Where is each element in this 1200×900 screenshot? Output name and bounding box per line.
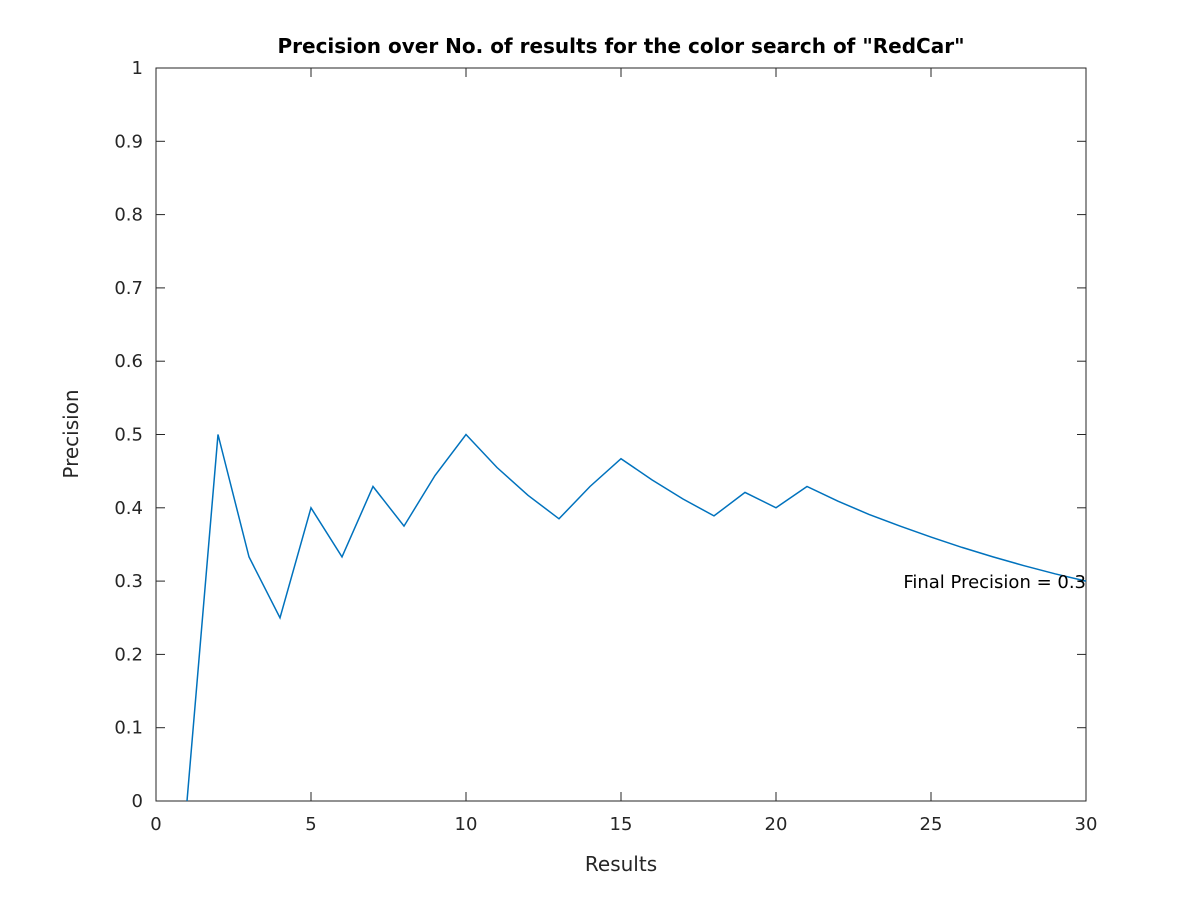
y-tick-label: 0.4: [114, 498, 143, 519]
x-axis-label: Results: [585, 852, 657, 876]
series-line: [186, 433, 1087, 802]
y-tick-label: 0.6: [114, 351, 143, 372]
y-tick-label: 0.8: [114, 205, 143, 226]
x-tick-label: 30: [1075, 814, 1098, 835]
y-tick-label: 0.7: [114, 278, 143, 299]
final-precision-annotation: Final Precision = 0.3: [903, 572, 1086, 593]
y-tick-label: 0.1: [114, 718, 143, 739]
plot-area: [155, 67, 1087, 802]
chart-title: Precision over No. of results for the co…: [277, 34, 964, 58]
x-tick-label: 10: [455, 814, 478, 835]
chart-annotations: Final Precision = 0.3: [903, 572, 1086, 593]
axis-ticks: [155, 67, 1087, 802]
y-tick-label: 1: [132, 58, 143, 79]
axis-tick-labels: 0 5 10 15 20 25 30 0 0.1 0.2 0.3 0.4 0.5 0.6 0.7 0.8 0.9…: [114, 58, 1097, 835]
y-axis-label: Precision: [59, 389, 83, 478]
x-tick-label: 25: [920, 814, 943, 835]
y-tick-label: 0.3: [114, 571, 143, 592]
x-tick-label: 5: [305, 814, 316, 835]
y-tick-label: 0.9: [114, 131, 143, 152]
y-tick-label: 0: [132, 791, 143, 812]
y-tick-label: 0.2: [114, 644, 143, 665]
x-tick-label: 20: [765, 814, 788, 835]
y-tick-label: 0.5: [114, 425, 143, 446]
x-tick-label: 15: [610, 814, 633, 835]
x-tick-label: 0: [150, 814, 161, 835]
